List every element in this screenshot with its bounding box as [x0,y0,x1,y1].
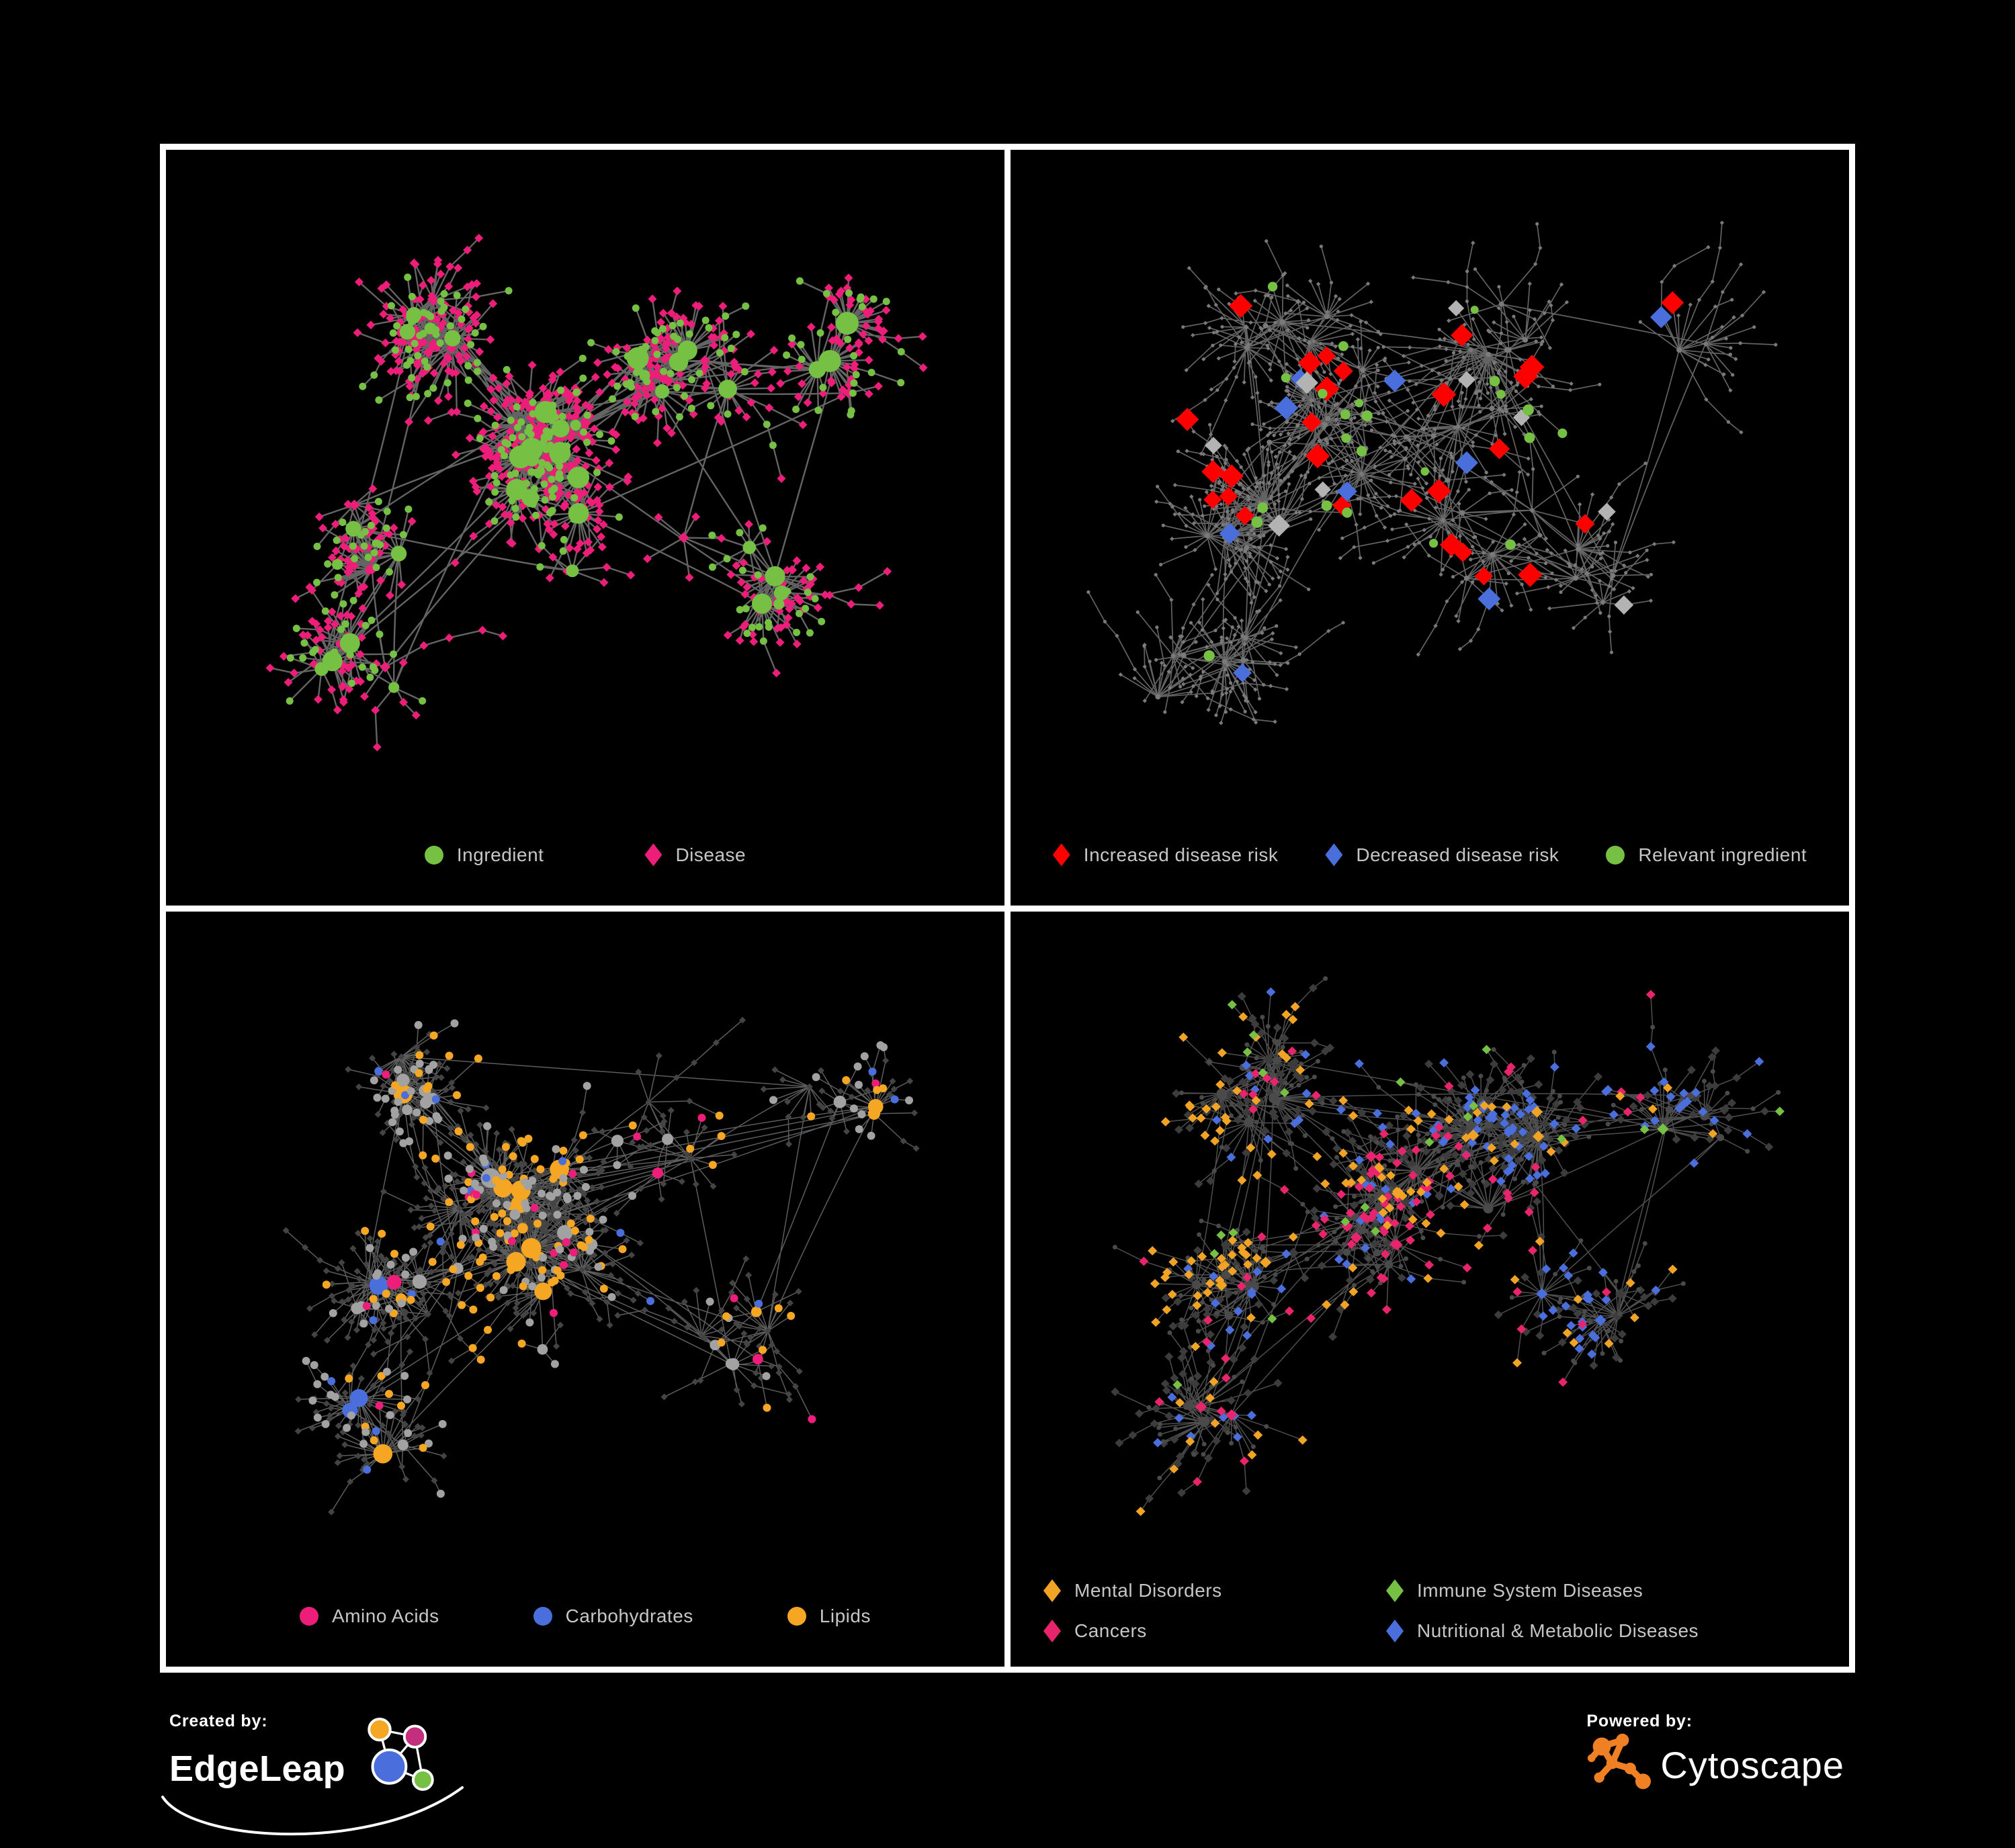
cytoscape-logo [1588,1733,1652,1790]
network-graph-disease-classes [1111,975,1785,1516]
legend-label: Cancers [1074,1620,1147,1641]
network-graph-ingredients-diseases [265,233,928,752]
diamond-marker-icon [1386,1579,1404,1602]
legend-label: Mental Disorders [1074,1580,1222,1601]
created-by-block: Created by: EdgeLeap [161,1712,464,1836]
circle-marker-icon [424,845,443,865]
panel-grid: Ingredient Disease Increased disease risk… [160,144,1855,1673]
diamond-marker-icon [1043,1620,1061,1642]
diamond-marker-icon [1052,843,1070,867]
legend-label: Ingredient [456,844,544,865]
diamond-marker-icon [1386,1620,1404,1642]
legend-label: Nutritional & Metabolic Diseases [1417,1620,1699,1641]
edgeleap-brand-row: EdgeLeap [161,1717,464,1836]
circle-marker-icon [787,1607,806,1626]
edgeleap-node-magenta [402,1724,427,1749]
legend-item: Nutritional & Metabolic Diseases [1386,1620,1816,1642]
legend-label: Decreased disease risk [1356,844,1559,865]
legend-item: Immune System Diseases [1386,1579,1816,1602]
network-area [1011,912,1849,1580]
legend-ingredients-diseases: Ingredient Disease [166,832,1004,906]
edgeleap-logo [368,1717,434,1791]
legend-label: Increased disease risk [1083,844,1279,865]
network-area [166,912,1004,1593]
edgeleap-node-blue [371,1748,408,1785]
diamond-marker-icon [1325,843,1343,867]
legend-item: Carbohydrates [533,1605,693,1627]
legend-item: Decreased disease risk [1325,843,1559,867]
diamond-marker-icon [644,843,662,867]
legend-label: Disease [675,844,746,865]
legend-item: Disease [644,843,746,867]
legend-item: Relevant ingredient [1606,844,1807,866]
circle-marker-icon [533,1607,552,1626]
legend-disease-classes: Mental Disorders Immune System Diseases Ca… [1011,1579,1849,1667]
legend-item: Lipids [787,1605,871,1627]
cytoscape-wordmark: Cytoscape [1660,1744,1844,1786]
legend-item: Mental Disorders [1043,1579,1359,1602]
legend-disease-risk: Increased disease risk Decreased disease … [1011,832,1849,906]
edgeleap-node-green [411,1769,434,1791]
edgeleap-wordmark: EdgeLeap [169,1749,346,1789]
legend-label: Carbohydrates [565,1605,693,1626]
legend-ingredient-classes: Amino Acids Carbohydrates Lipids [166,1593,1004,1667]
legend-item: Cancers [1043,1620,1359,1642]
legend-label: Immune System Diseases [1417,1580,1643,1601]
powered-by-block: Powered by: Cytoscape [1586,1712,1844,1794]
circle-marker-icon [1606,845,1625,865]
panel-ingredients-diseases: Ingredient Disease [166,150,1004,906]
cytoscape-logo-nodes [1588,1733,1652,1790]
diamond-marker-icon [1043,1579,1061,1602]
legend-item: Increased disease risk [1052,843,1279,867]
network-graph-disease-risk [1086,220,1778,725]
panel-ingredient-classes: Amino Acids Carbohydrates Lipids [166,911,1004,1667]
created-by-label: Created by: [169,1712,268,1730]
network-area [166,150,1004,832]
cytoscape-brand-row: Cytoscape [1586,1733,1844,1794]
legend-item: Amino Acids [300,1605,439,1627]
panel-disease-risk: Increased disease risk Decreased disease … [1011,150,1849,906]
powered-by-label: Powered by: [1586,1712,1692,1730]
circle-marker-icon [300,1607,319,1626]
legend-label: Amino Acids [332,1605,439,1626]
network-area [1011,150,1849,832]
legend-label: Relevant ingredient [1638,844,1807,865]
network-graph-ingredient-classes [282,1016,920,1515]
panel-disease-classes: Mental Disorders Immune System Diseases Ca… [1011,911,1849,1667]
legend-label: Lipids [819,1605,871,1626]
legend-item: Ingredient [424,844,544,866]
edgeleap-node-orange [368,1717,392,1742]
